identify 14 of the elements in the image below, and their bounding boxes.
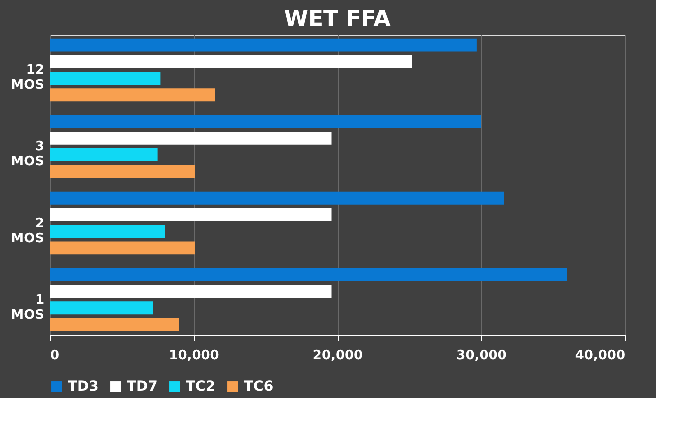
chart-title: WET FFA (284, 7, 391, 32)
x-tick-label: 10,000 (169, 348, 220, 364)
x-tick-label: 40,000 (575, 348, 626, 364)
x-tick-label: 30,000 (456, 348, 507, 364)
y-tick-label: 2 MOS (11, 216, 44, 246)
legend-label: TD7 (127, 379, 158, 395)
x-tick-label: 0 (50, 348, 60, 364)
x-tick-label: 20,000 (312, 348, 364, 364)
y-tick-label: 12 MOS (11, 63, 44, 94)
legend-label: TC2 (186, 379, 216, 395)
legend-label: TD3 (68, 379, 99, 395)
legend-label: TC6 (244, 379, 274, 395)
y-tick-label: 3 MOS (11, 140, 44, 170)
y-tick-label: 1 MOS (11, 292, 44, 323)
